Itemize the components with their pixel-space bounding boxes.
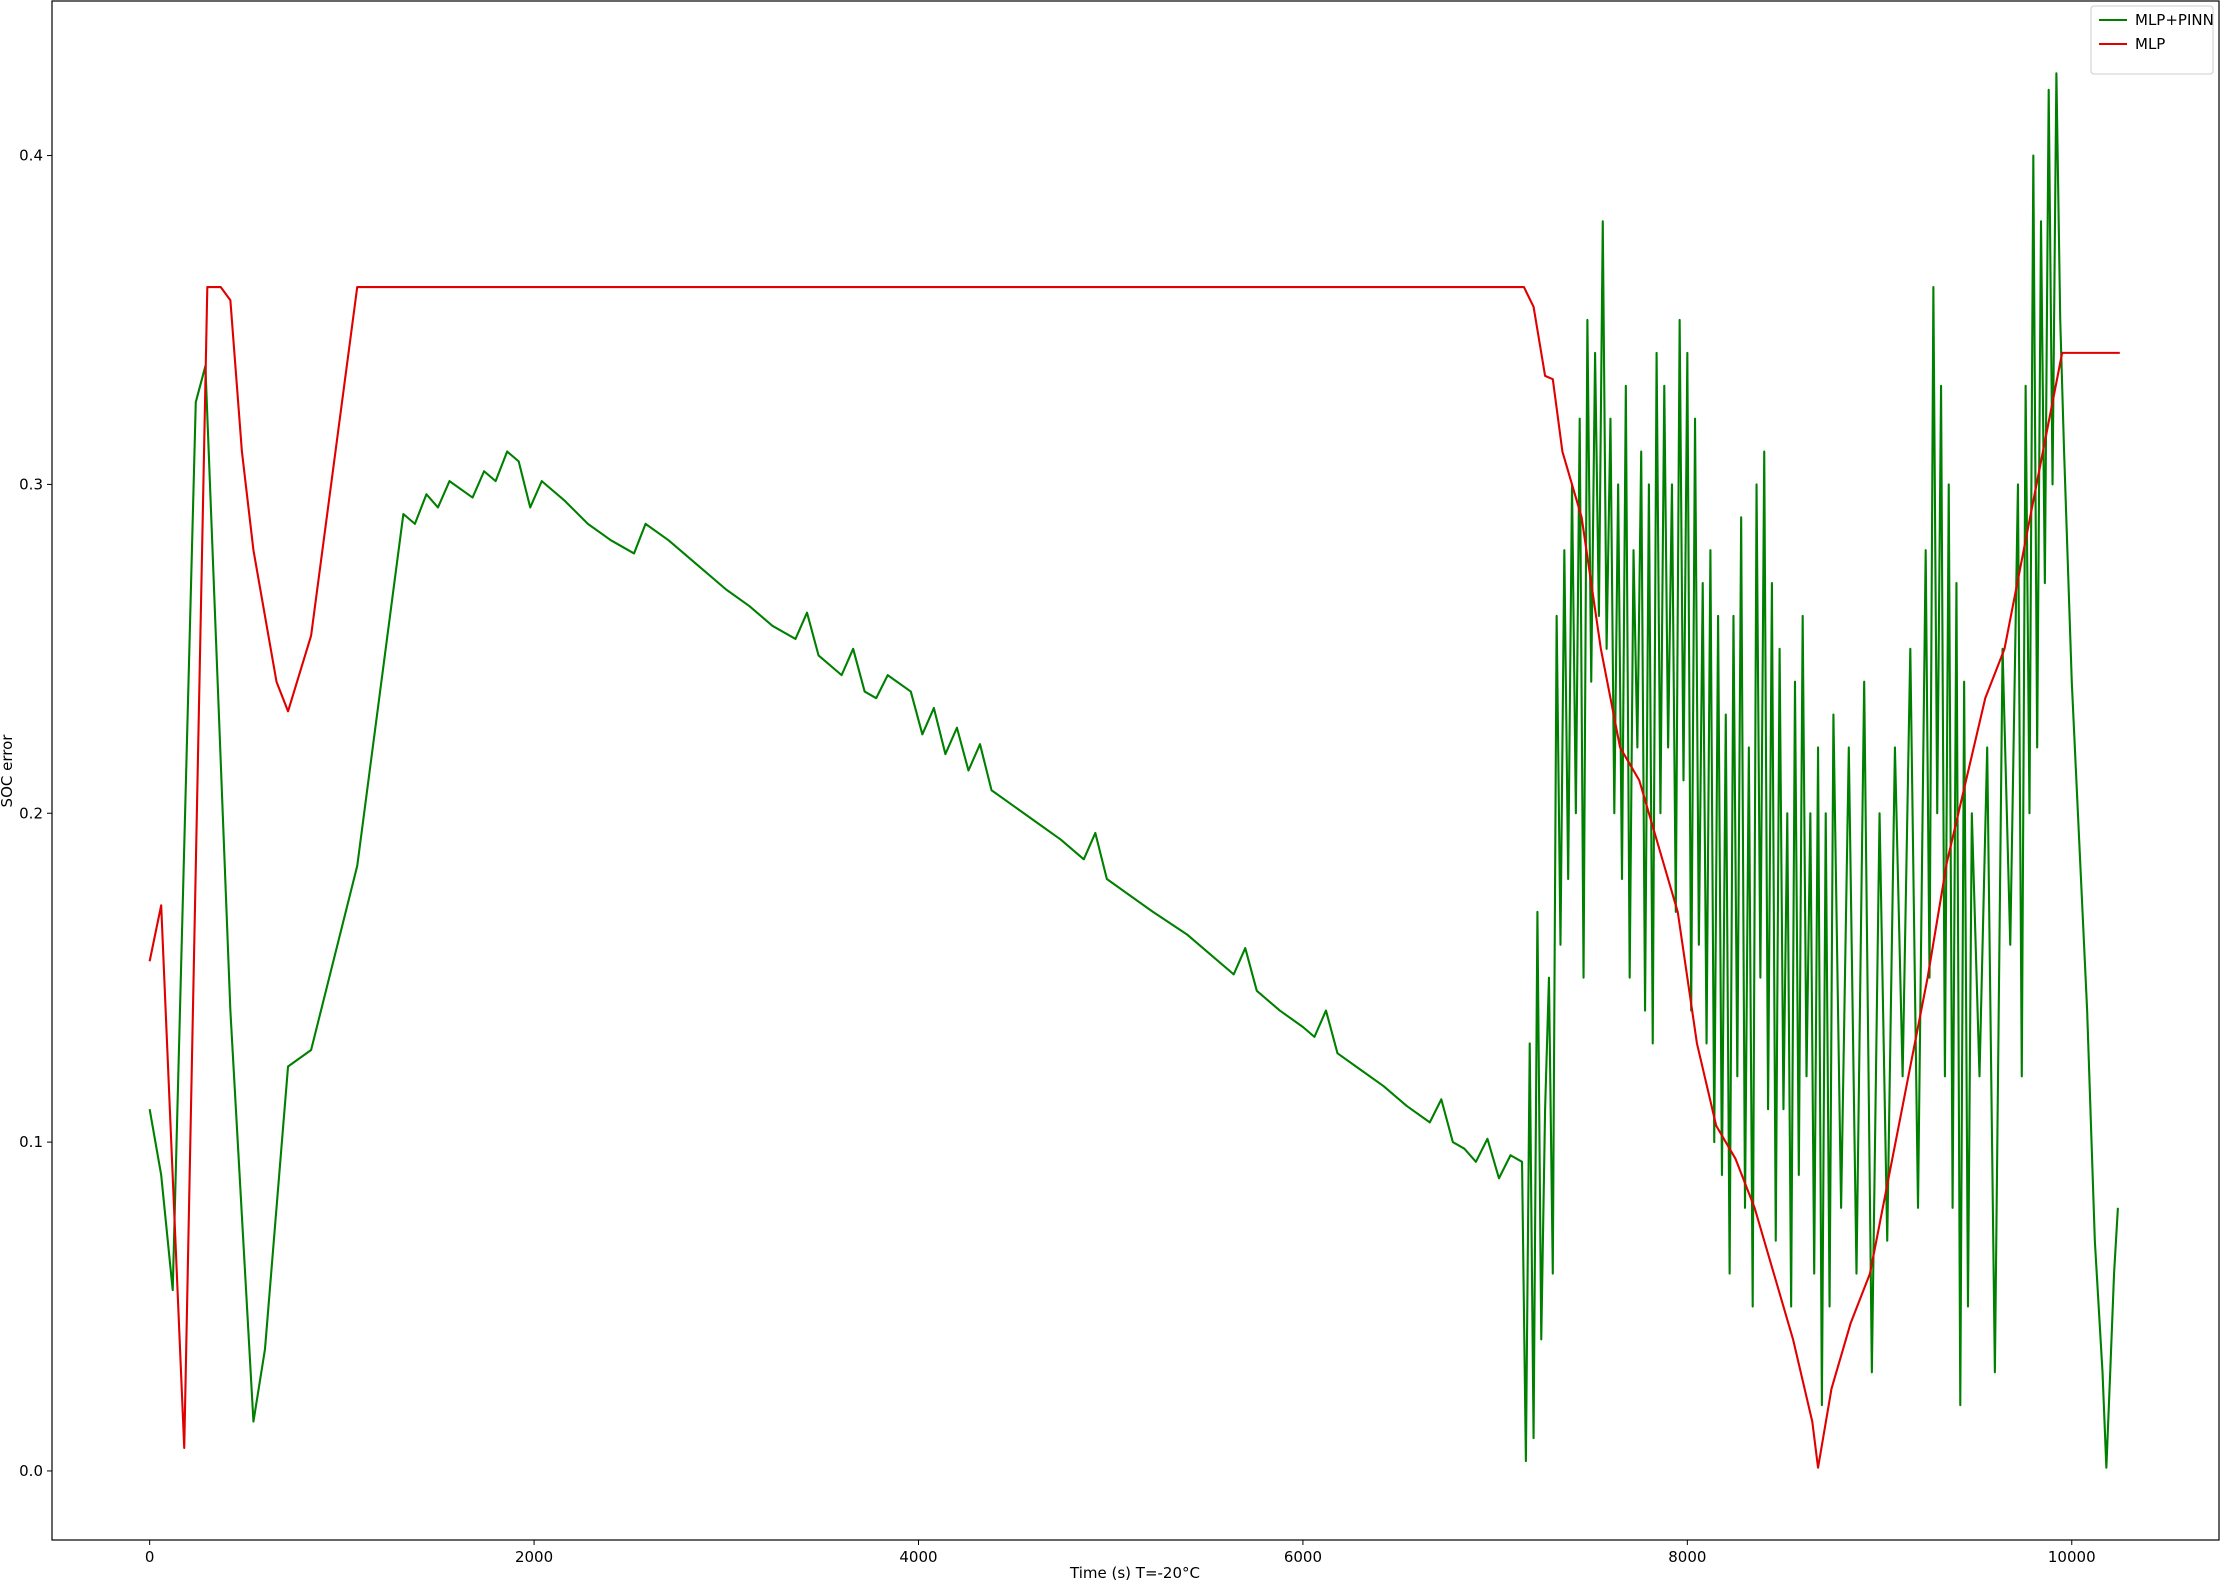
series-line: [148, 286, 2120, 1469]
legend-label: MLP: [2135, 35, 2165, 53]
x-tick-label: 2000: [515, 1548, 553, 1566]
series-line: [148, 72, 2119, 1469]
x-tick-label: 8000: [1668, 1548, 1706, 1566]
x-tick-label: 10000: [2048, 1548, 2096, 1566]
x-tick-label: 4000: [899, 1548, 937, 1566]
x-tick-label: 6000: [1284, 1548, 1322, 1566]
y-tick-label: 0.4: [19, 147, 43, 165]
x-axis-label: Time (s) T=-20°C: [1069, 1564, 1200, 1582]
y-axis-label: SOC error: [0, 734, 16, 808]
y-tick-label: 0.1: [19, 1133, 43, 1151]
y-tick-label: 0.3: [19, 475, 43, 493]
y-tick-label: 0.2: [19, 804, 43, 822]
legend-label: MLP+PINN: [2135, 11, 2214, 29]
y-tick-label: 0.0: [19, 1462, 43, 1480]
x-tick-label: 0: [145, 1548, 155, 1566]
legend-box: [2090, 5, 2214, 75]
plot-frame: [51, 0, 2220, 1541]
